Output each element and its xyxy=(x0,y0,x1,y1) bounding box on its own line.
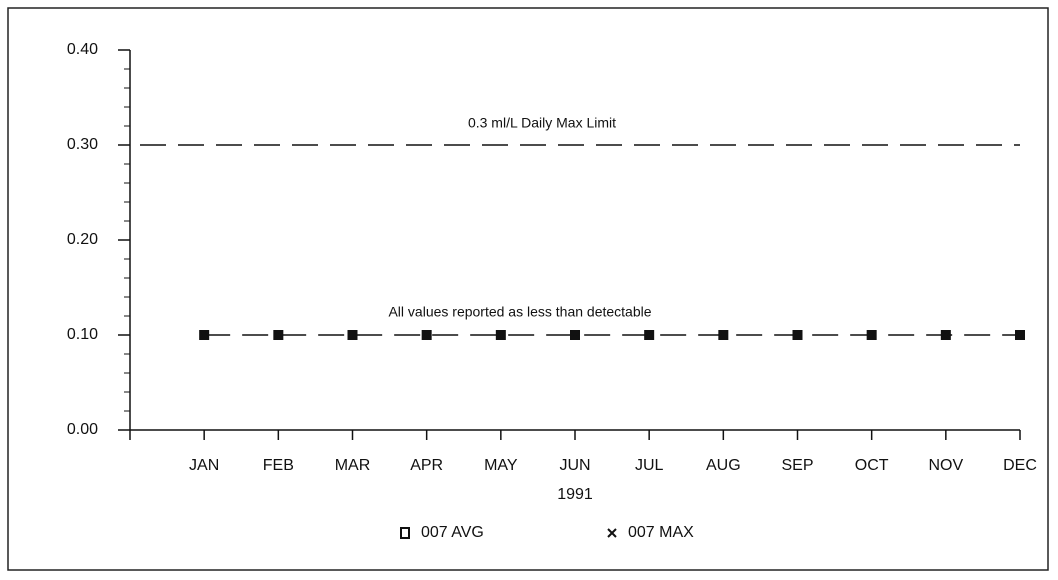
x-tick-label: JAN xyxy=(189,457,219,474)
y-tick-label: 0.30 xyxy=(67,136,98,153)
x-tick-label: APR xyxy=(410,457,443,474)
marker xyxy=(496,330,506,340)
x-tick-label: DEC xyxy=(1003,457,1037,474)
reference-label: 0.3 ml/L Daily Max Limit xyxy=(468,115,616,131)
x-tick-label: AUG xyxy=(706,457,741,474)
marker xyxy=(347,330,358,340)
x-tick-label: NOV xyxy=(928,457,963,474)
marker xyxy=(421,330,432,340)
x-tick-label: FEB xyxy=(263,457,294,474)
marker xyxy=(792,330,803,340)
marker xyxy=(199,330,209,340)
marker xyxy=(866,330,877,340)
marker xyxy=(273,330,284,340)
annotation: All values reported as less than detecta… xyxy=(388,304,651,320)
x-tick-label: MAR xyxy=(335,457,371,474)
marker xyxy=(644,330,654,340)
legend-symbol xyxy=(400,527,410,539)
x-tick-label: JUL xyxy=(635,457,664,474)
y-tick-label: 0.00 xyxy=(67,421,98,438)
marker xyxy=(1015,330,1025,340)
legend-symbol xyxy=(607,528,617,538)
legend-label: 007 AVG xyxy=(421,524,484,541)
marker xyxy=(718,330,729,340)
x-tick-label: MAY xyxy=(484,457,518,474)
x-axis-label: 1991 xyxy=(557,486,593,503)
y-tick-label: 0.40 xyxy=(67,41,98,58)
y-tick-label: 0.20 xyxy=(67,231,98,248)
x-tick-label: OCT xyxy=(855,457,889,474)
y-tick-label: 0.10 xyxy=(67,326,98,343)
x-tick-label: JUN xyxy=(559,457,590,474)
marker xyxy=(941,330,951,340)
frame xyxy=(7,7,1049,571)
marker xyxy=(570,330,580,340)
x-tick-label: SEP xyxy=(781,457,813,474)
legend-label: 007 MAX xyxy=(628,524,694,541)
